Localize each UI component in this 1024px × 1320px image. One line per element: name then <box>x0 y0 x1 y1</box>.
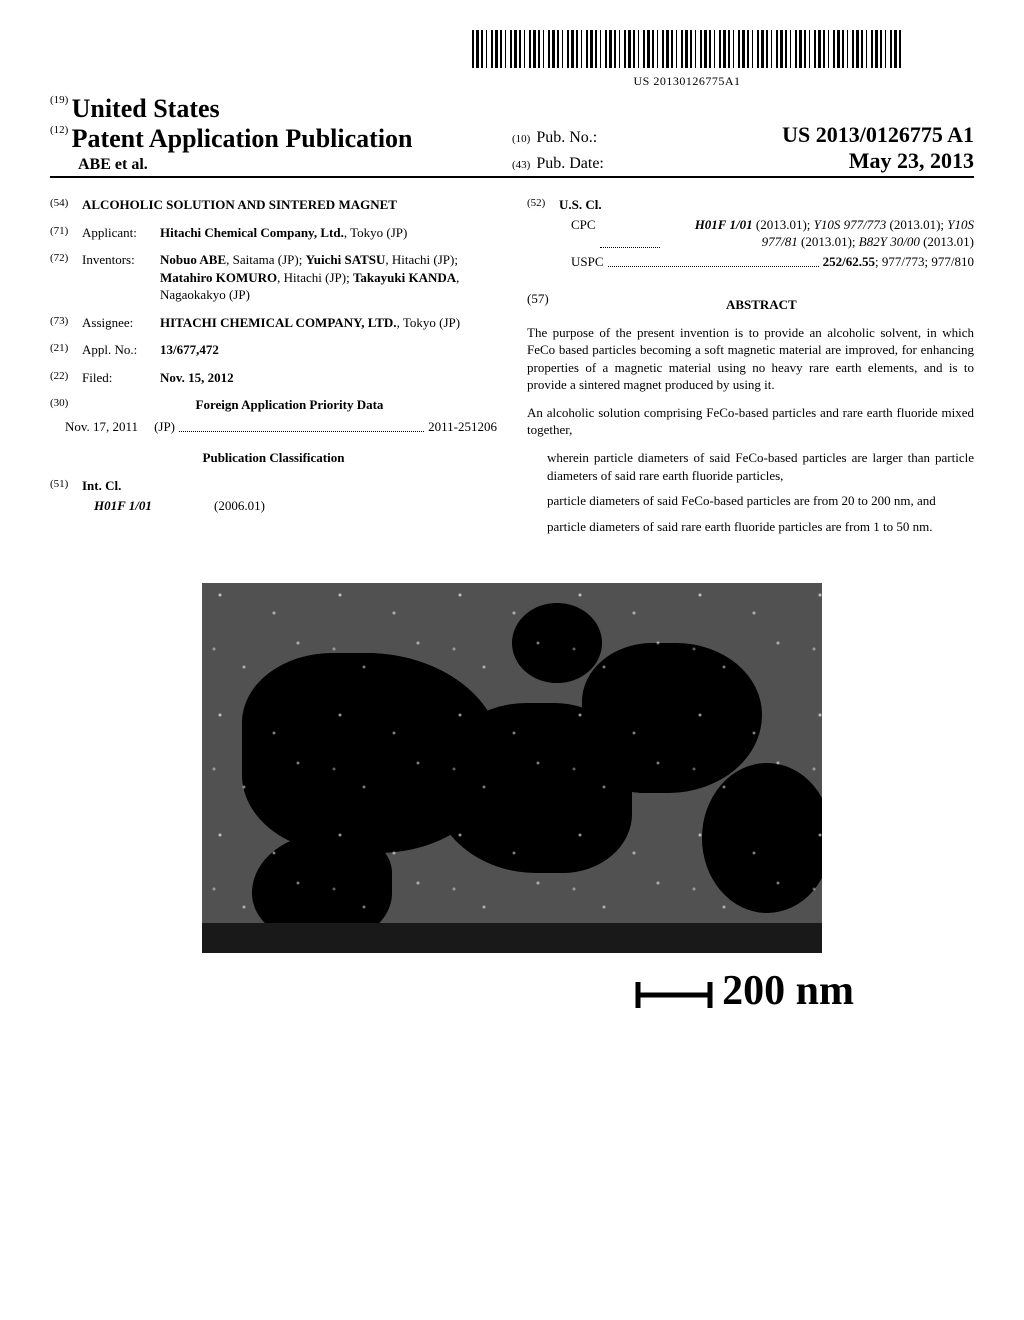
abstract-para-1: The purpose of the present invention is … <box>527 324 974 394</box>
applno-label: Appl. No.: <box>82 341 160 359</box>
pubdate-prefix: (43) <box>512 159 530 171</box>
intcl-date: (2006.01) <box>214 497 265 515</box>
intcl-code: H01F 1/01 <box>94 497 214 515</box>
abstract-title: ABSTRACT <box>549 296 974 314</box>
priority-prefix: (30) <box>50 396 82 414</box>
abstract-item-1: wherein particle diameters of said FeCo-… <box>547 449 974 484</box>
barcode-graphic <box>472 30 902 68</box>
publication-type: Patent Application Publication <box>72 124 413 153</box>
authors: ABE et al. <box>50 156 512 174</box>
country: United States <box>72 94 220 123</box>
uscl-prefix: (52) <box>527 196 559 214</box>
barcode-text: US 20130126775A1 <box>400 74 974 89</box>
application-number: 13/677,472 <box>160 341 497 359</box>
filed-label: Filed: <box>82 369 160 387</box>
assignee-prefix: (73) <box>50 314 82 332</box>
priority-title: Foreign Application Priority Data <box>82 396 497 414</box>
inventors-list: Nobuo ABE, Saitama (JP); Yuichi SATSU, H… <box>160 251 497 304</box>
abstract-body: The purpose of the present invention is … <box>527 324 974 535</box>
uspc-label: USPC <box>571 253 604 271</box>
applicant-name: Hitachi Chemical Company, Ltd. <box>160 225 344 240</box>
pubno-prefix: (10) <box>512 133 530 145</box>
country-prefix: (19) <box>50 94 68 106</box>
assignee-label: Assignee: <box>82 314 160 332</box>
intcl-prefix: (51) <box>50 477 82 495</box>
applno-prefix: (21) <box>50 341 82 359</box>
left-column: (54) ALCOHOLIC SOLUTION AND SINTERED MAG… <box>50 196 497 543</box>
dot-leader <box>608 265 819 267</box>
uscl-label: U.S. Cl. <box>559 196 974 214</box>
scale-bar-icon <box>634 978 714 1012</box>
applicant-location: Tokyo (JP) <box>350 225 407 240</box>
assignee-location: Tokyo (JP) <box>403 315 460 330</box>
priority-number: 2011-251206 <box>428 418 497 436</box>
scale-value: 200 nm <box>722 968 854 1014</box>
pub-prefix: (12) <box>50 124 68 136</box>
figure-block: 200 nm <box>50 583 974 1015</box>
scale-bar-block: 200 nm <box>50 967 974 1015</box>
applicant-prefix: (71) <box>50 224 82 242</box>
priority-date: Nov. 17, 2011 <box>65 418 138 436</box>
filed-prefix: (22) <box>50 369 82 387</box>
pubdate-label: Pub. Date: <box>536 155 604 173</box>
pubno-label: Pub. No.: <box>536 129 597 147</box>
header-row: (19) United States (12) Patent Applicati… <box>50 94 974 178</box>
dot-leader <box>600 246 660 248</box>
abstract-item-2: particle diameters of said FeCo-based pa… <box>547 492 974 510</box>
uspc-codes: 252/62.55; 977/773; 977/810 <box>823 253 974 271</box>
pub-number: US 2013/0126775 A1 <box>782 122 974 148</box>
inventors-prefix: (72) <box>50 251 82 304</box>
assignee-name: HITACHI CHEMICAL COMPANY, LTD. <box>160 315 397 330</box>
pubclass-title: Publication Classification <box>50 449 497 467</box>
filed-date: Nov. 15, 2012 <box>160 369 497 387</box>
microscopy-image <box>202 583 822 953</box>
cpc-codes: H01F 1/01 (2013.01); Y10S 977/773 (2013.… <box>664 216 974 251</box>
cpc-label: CPC <box>571 216 596 234</box>
abstract-item-3: particle diameters of said rare earth fl… <box>547 518 974 536</box>
priority-country: (JP) <box>154 418 175 436</box>
applicant-label: Applicant: <box>82 224 160 242</box>
intcl-label: Int. Cl. <box>82 477 497 495</box>
pub-date: May 23, 2013 <box>849 148 974 174</box>
dot-leader <box>179 430 424 432</box>
abstract-prefix: (57) <box>527 290 549 324</box>
barcode-block: US 20130126775A1 <box>400 30 974 89</box>
body-columns: (54) ALCOHOLIC SOLUTION AND SINTERED MAG… <box>50 196 974 543</box>
right-column: (52) U.S. Cl. CPC H01F 1/01 (2013.01); Y… <box>527 196 974 543</box>
abstract-para-2: An alcoholic solution comprising FeCo-ba… <box>527 404 974 439</box>
inventors-label: Inventors: <box>82 251 160 304</box>
invention-title: ALCOHOLIC SOLUTION AND SINTERED MAGNET <box>82 196 497 214</box>
title-prefix: (54) <box>50 196 82 214</box>
